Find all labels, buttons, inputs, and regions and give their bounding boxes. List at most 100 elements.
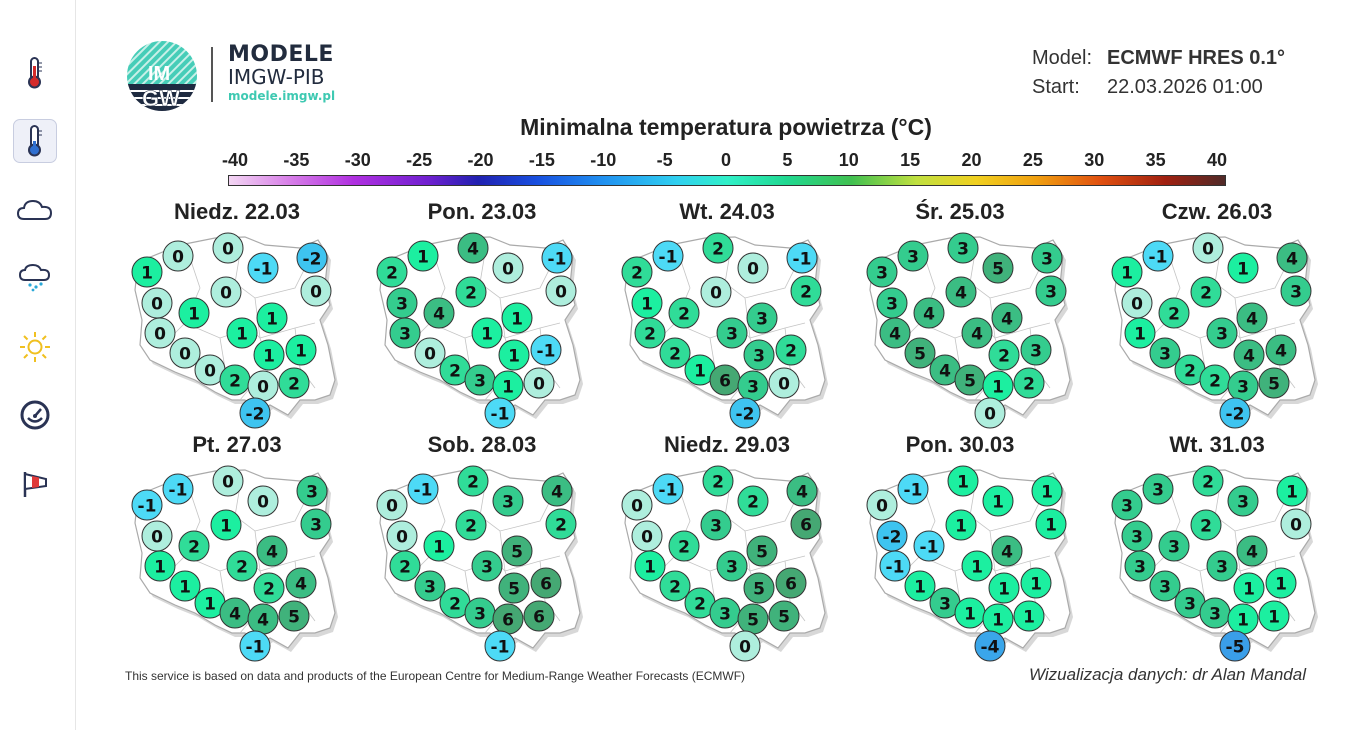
start-label: Start:: [1032, 76, 1080, 98]
temperature-marker: 4: [1276, 242, 1308, 274]
temperature-circle: [659, 570, 691, 602]
cloud-icon: [16, 199, 53, 220]
temperature-circle: [991, 302, 1023, 334]
temperature-marker: 1: [492, 370, 524, 402]
temperature-marker: 5: [768, 600, 800, 632]
temperature-marker: 1: [684, 354, 716, 386]
temperature-circle: [376, 256, 408, 288]
temperature-circle: [659, 337, 691, 369]
temperature-value: 0: [631, 497, 643, 517]
temperature-circle: [897, 240, 929, 272]
temperature-marker: 0: [974, 397, 1006, 429]
colorbar-tick-label: 15: [900, 150, 921, 170]
temperature-marker: 2: [1190, 509, 1222, 541]
temperature-value: 5: [778, 608, 790, 628]
temperature-marker: -1: [786, 242, 818, 274]
temperature-circle: [988, 339, 1020, 371]
temperature-value: -1: [548, 250, 567, 270]
temperature-value: 3: [1134, 558, 1146, 578]
sidebar-item-wind[interactable]: [13, 462, 57, 506]
brand-title: MODELE: [228, 42, 334, 67]
windsock-icon: [23, 472, 47, 497]
temperature-marker: 3: [947, 232, 979, 264]
temperature-circle: [407, 473, 439, 505]
sidebar-item-temperature[interactable]: [13, 51, 57, 95]
temperature-value: 0: [396, 528, 408, 548]
temperature-value: 2: [229, 372, 241, 392]
temperature-value: 1: [1237, 260, 1249, 280]
temperature-value: 4: [1243, 347, 1255, 367]
temperature-value: -1: [659, 481, 678, 501]
temperature-value: 1: [266, 310, 278, 330]
temperature-marker: 1: [226, 317, 258, 349]
temperature-value: 2: [785, 342, 797, 362]
temperature-marker: 3: [743, 339, 775, 371]
sidebar-item-sunshine[interactable]: [13, 325, 57, 369]
map-date-title: Śr. 25.03: [915, 199, 1005, 224]
temperature-value: 0: [204, 362, 216, 382]
temperature-circle: [700, 276, 732, 308]
temperature-marker: 4: [541, 475, 573, 507]
sidebar-item-min-temperature[interactable]: [13, 119, 57, 163]
temperature-circle: [991, 535, 1023, 567]
temperature-marker: 0: [247, 370, 279, 402]
temperature-value: 2: [747, 493, 759, 513]
sidebar: [0, 0, 76, 730]
temperature-marker: 2: [621, 256, 653, 288]
temperature-circle: [484, 630, 516, 662]
temperature-value: 2: [669, 578, 681, 598]
temperature-value: -2: [1226, 405, 1245, 425]
temperature-circle: [523, 367, 555, 399]
temperature-marker: 2: [278, 367, 310, 399]
temperature-value: 4: [295, 575, 307, 595]
temperature-circle: [212, 465, 244, 497]
temperature-value: 1: [1237, 611, 1249, 631]
temperature-value: 4: [939, 362, 951, 382]
temperature-circle: [256, 302, 288, 334]
temperature-marker: -1: [131, 489, 163, 521]
temperature-marker: 1: [982, 485, 1014, 517]
temperature-marker: -1: [652, 473, 684, 505]
temperature-marker: 2: [659, 570, 691, 602]
temperature-value: 2: [465, 517, 477, 537]
temperature-marker: 2: [1199, 364, 1231, 396]
temperature-marker: 3: [1158, 530, 1190, 562]
temperature-value: 4: [1286, 250, 1298, 270]
sidebar-item-precipitation[interactable]: [13, 256, 57, 300]
temperature-value: 2: [288, 375, 300, 395]
temperature-circle: [501, 535, 533, 567]
temperature-marker: 4: [961, 317, 993, 349]
temperature-marker: 2: [790, 275, 822, 307]
temperature-value: -1: [793, 250, 812, 270]
temperature-value: 2: [465, 284, 477, 304]
temperature-value: 4: [229, 605, 241, 625]
temperature-marker: 0: [768, 367, 800, 399]
sidebar-item-pressure[interactable]: [13, 393, 57, 437]
temperature-value: -1: [414, 481, 433, 501]
temperature-circle: [746, 302, 778, 334]
temperature-value: 0: [154, 325, 166, 345]
temperature-value: 3: [310, 516, 322, 536]
temperature-value: 0: [257, 493, 269, 513]
temperature-value: -1: [246, 638, 265, 658]
temperature-value: 3: [747, 378, 759, 398]
temperature-circle: [1190, 276, 1222, 308]
temperature-circle: [300, 508, 332, 540]
temperature-value: 1: [955, 517, 967, 537]
temperature-marker: 1: [253, 339, 285, 371]
temperature-circle: [1111, 256, 1143, 288]
brand-url[interactable]: modele.imgw.pl: [228, 89, 336, 103]
sidebar-item-clouds[interactable]: [13, 188, 57, 232]
temperature-marker: -1: [484, 397, 516, 429]
temperature-value: 1: [957, 473, 969, 493]
temperature-marker: 6: [709, 364, 741, 396]
temperature-value: 3: [1152, 481, 1164, 501]
temperature-marker: 3: [296, 475, 328, 507]
temperature-value: 0: [747, 260, 759, 280]
map-date-title: Pon. 30.03: [905, 432, 1015, 457]
temperature-marker: 1: [498, 339, 530, 371]
temperature-circle: [278, 367, 310, 399]
temperature-value: 4: [433, 305, 445, 325]
